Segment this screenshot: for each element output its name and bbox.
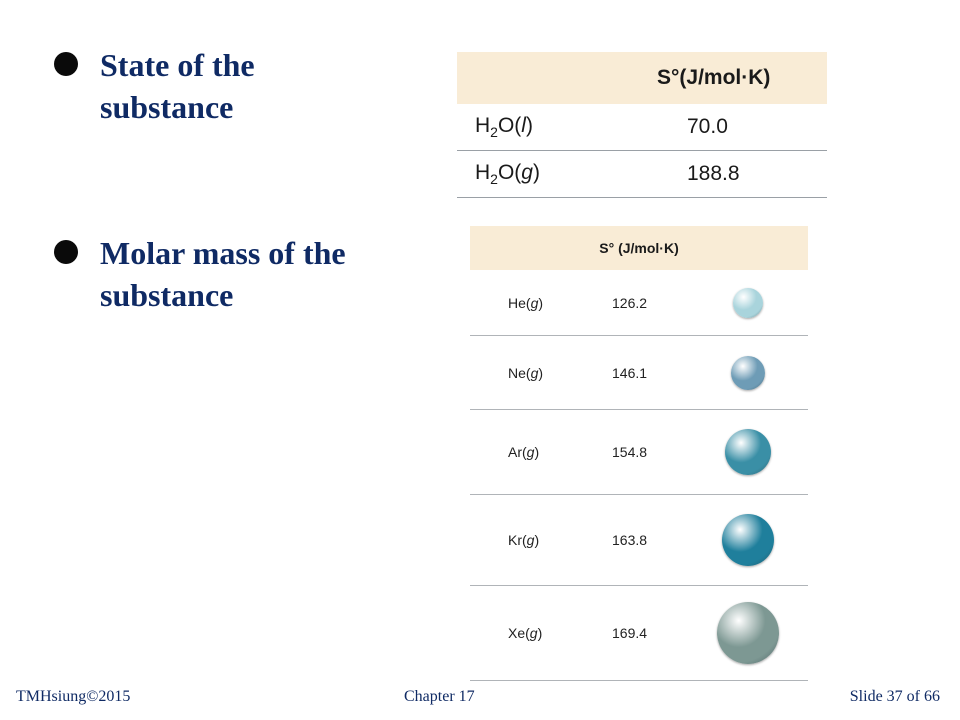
table-row: He(g) 126.2 [470,270,808,336]
table-row: H2O(g) 188.8 [457,151,827,198]
water-entropy-table: S°(J/mol·K) H2O(l) 70.0 H2O(g) 188.8 [457,52,827,198]
header-entropy: S° (J/mol·K) [599,240,679,256]
bullet-dot-icon [54,240,78,264]
atom-sphere-icon [733,287,763,318]
entropy-value: 70.0 [687,115,728,138]
noble-gas-entropy-table: S° (J/mol·K) He(g) 126.2 Ne(g) 146.1 Ar(g) 15… [470,226,808,681]
bullet-text: State of the substance [100,47,255,125]
footer-author: TMHsiung©2015 [16,688,131,705]
entropy-value: 169.4 [612,625,648,641]
atom-sphere-icon [717,602,779,664]
bullet-dot-icon [54,52,78,76]
footer-chapter: Chapter 17 [404,688,475,705]
bullet-molar-mass: Molar mass of the substance [54,232,364,316]
substance-name: H2O(g) [475,160,540,188]
entropy-value: 188.8 [687,162,740,185]
table-row: H2O(l) 70.0 [457,104,827,151]
table-row: Ne(g) 146.1 [470,336,808,410]
atom-sphere-icon [725,429,771,475]
gas-name: He(g) [508,294,544,311]
table-header: S° (J/mol·K) [470,226,808,270]
table-body: He(g) 126.2 Ne(g) 146.1 Ar(g) 154.8 Kr(g) 163.8… [470,270,808,681]
gas-name: Xe(g) [508,625,543,641]
entropy-value: 126.2 [612,294,648,311]
bullet-text: Molar mass of the substance [100,235,346,313]
gas-name: Kr(g) [508,532,540,548]
entropy-value: 146.1 [612,364,648,381]
table-row: Ar(g) 154.8 [470,410,808,495]
entropy-value: 154.8 [612,444,648,460]
table-row: Xe(g) 169.4 [470,586,808,681]
gas-name: Ar(g) [508,444,540,460]
atom-sphere-icon [722,514,774,566]
atom-sphere-icon [731,355,765,390]
gas-name: Ne(g) [508,364,544,381]
entropy-value: 163.8 [612,532,648,548]
substance-name: H2O(l) [475,113,533,141]
table-row: Kr(g) 163.8 [470,495,808,586]
bullet-state: State of the substance [54,44,364,128]
header-entropy: S°(J/mol·K) [657,66,771,89]
table-header: S°(J/mol·K) [457,52,827,104]
footer-slide-number: Slide 37 of 66 [849,688,940,705]
